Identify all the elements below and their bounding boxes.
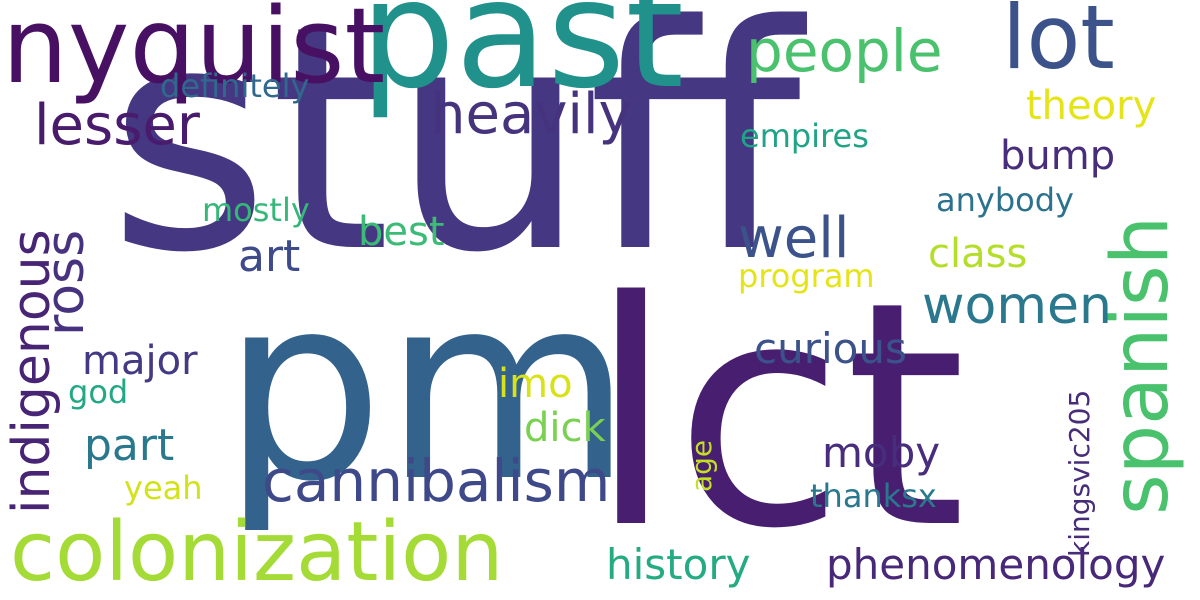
word-god: god xyxy=(68,373,129,411)
word-past: past xyxy=(360,0,685,122)
word-women: women xyxy=(922,276,1112,336)
word-class: class xyxy=(928,231,1028,277)
word-age: age xyxy=(685,439,718,492)
word-ross: ross xyxy=(36,229,96,336)
word-pm: pm xyxy=(222,241,633,538)
word-lesser: lesser xyxy=(34,93,200,158)
word-history: history xyxy=(606,540,751,589)
word-heavily: heavily xyxy=(430,82,632,147)
word-curious: curious xyxy=(754,324,907,373)
word-lot: lot xyxy=(1002,0,1115,89)
word-art: art xyxy=(238,231,301,282)
word-part: part xyxy=(84,420,175,471)
word-kingsvic205: kingsvic205 xyxy=(1063,389,1096,557)
word-moby: moby xyxy=(822,428,941,477)
word-well: well xyxy=(738,206,850,271)
word-major: major xyxy=(82,338,198,384)
word-bump: bump xyxy=(1000,133,1116,179)
word-nyquist: nyquist xyxy=(2,0,386,107)
word-theory: theory xyxy=(1026,83,1157,129)
word-dick: dick xyxy=(524,405,606,451)
word-empires: empires xyxy=(740,117,869,155)
word-spanish: spanish xyxy=(1096,215,1186,515)
word-colonization: colonization xyxy=(10,505,504,600)
word-phenomenology: phenomenology xyxy=(826,540,1166,589)
word-stuff: stuff xyxy=(108,0,802,321)
word-anybody: anybody xyxy=(936,181,1074,219)
word-imo: imo xyxy=(498,361,573,407)
word-program: program xyxy=(738,257,875,295)
word-mostly: mostly xyxy=(202,191,310,229)
word-lct: lct xyxy=(588,236,967,597)
word-definitely: definitely xyxy=(160,67,310,105)
word-people: people xyxy=(746,17,943,85)
word-yeah: yeah xyxy=(124,469,203,507)
word-thanksx: thanksx xyxy=(810,477,937,515)
word-best: best xyxy=(358,209,445,255)
word-cannibalism: cannibalism xyxy=(262,447,611,515)
